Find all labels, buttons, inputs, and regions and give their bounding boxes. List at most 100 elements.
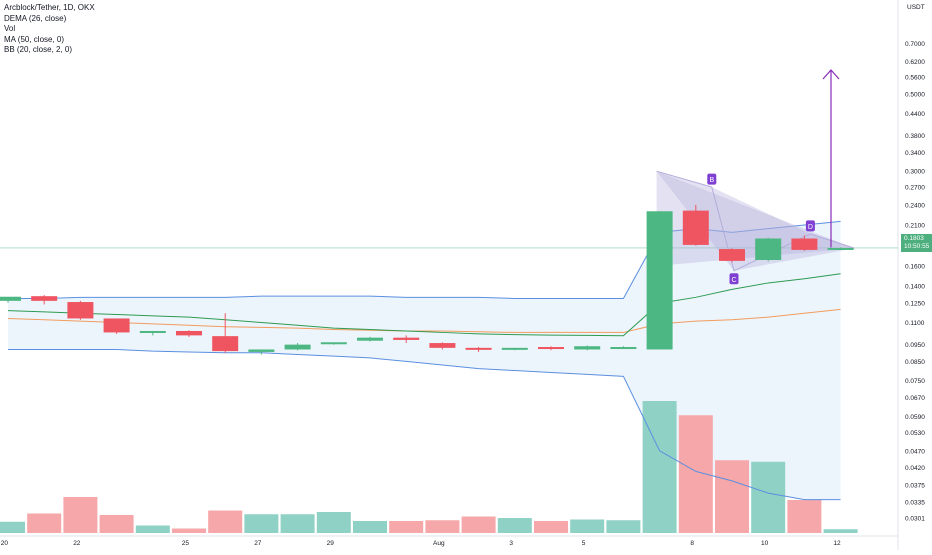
y-tick-label: 0.0530 [905, 430, 925, 437]
legend-dema[interactable]: DEMA (26, close) [4, 13, 67, 23]
last-price: 0.1803 [904, 235, 924, 242]
volume-bar [715, 460, 749, 533]
x-tick-label: Aug [433, 540, 445, 547]
y-tick-label: 0.6200 [905, 59, 925, 66]
candle-body [31, 296, 58, 301]
candle-body [212, 336, 239, 352]
candle-body [755, 238, 782, 260]
candle-body [139, 330, 166, 333]
volume-bar [751, 461, 786, 533]
x-tick-label: 3 [509, 540, 513, 547]
ma-line [7, 273, 841, 337]
candle-body [646, 211, 673, 350]
y-tick-label: 0.3000 [905, 169, 925, 176]
pattern-label-text: D [808, 224, 813, 231]
candle-body [501, 347, 528, 350]
candle-body [610, 347, 637, 350]
y-tick-label: 0.2700 [905, 185, 925, 192]
dema-line [7, 308, 841, 333]
y-tick-label: 0.0420 [905, 465, 925, 472]
volume-bar [787, 500, 822, 533]
pattern-label-text: B [709, 177, 714, 184]
candle-body [176, 330, 202, 336]
candle-body [574, 346, 601, 350]
y-tick-label: 0.0335 [905, 499, 925, 506]
candle-body [67, 302, 94, 319]
pattern-label-badge [729, 273, 739, 285]
y-tick-label: 0.0301 [905, 516, 925, 523]
candle-body [357, 337, 383, 341]
y-tick-label: 0.0670 [905, 395, 925, 402]
x-tick-label: 8 [690, 540, 694, 547]
y-tick-label: 0.1400 [905, 284, 925, 291]
x-tick-label: 22 [73, 540, 81, 547]
candle-body [791, 238, 818, 250]
candle-body [284, 344, 311, 350]
y-tick-label: 0.4400 [905, 111, 925, 118]
y-tick-label: 0.1100 [905, 320, 925, 327]
pattern-label-badge [805, 220, 815, 232]
y-tick-label: 0.2100 [905, 222, 925, 229]
y-tick-label: 0.2400 [905, 202, 925, 209]
candle-body [103, 318, 130, 333]
volume-bar [208, 510, 243, 533]
y-tick-label: 0.3400 [905, 150, 925, 157]
volume-bar [389, 521, 424, 533]
volume-bar [135, 525, 170, 533]
last-price-tag: 0.1803 10:50:55 [901, 234, 932, 252]
volume-bar [425, 520, 460, 533]
candle-body [0, 296, 21, 301]
y-tick-label: 0.0470 [905, 448, 925, 455]
x-tick-label: 20 [1, 540, 9, 547]
y-tick-label: 0.0950 [905, 342, 925, 349]
x-tick-label: 10 [761, 540, 769, 547]
bb-lower-line [8, 348, 841, 501]
candle-body [248, 349, 275, 352]
x-tick-label: 27 [254, 540, 262, 547]
y-tick-label: 0.7000 [905, 41, 925, 48]
legend-vol[interactable]: Vol [4, 24, 16, 33]
volume-bar [99, 515, 134, 533]
volume-bar [172, 528, 206, 533]
chart-legend: Arcblock/Tether, 1D, OKX DEMA (26, close… [4, 3, 95, 56]
candle-body [429, 343, 456, 348]
candle-body [719, 249, 745, 261]
legend-ma[interactable]: MA (50, close, 0) [4, 34, 65, 44]
volume-bar [280, 514, 315, 533]
x-tick-label: 12 [833, 540, 841, 547]
bb-band-fill [8, 221, 841, 500]
y-tick-label: 0.1600 [905, 264, 925, 271]
candle-body [393, 337, 420, 340]
y-tick-label: 0.0750 [905, 378, 925, 385]
legend-symbol[interactable]: Arcblock/Tether, 1D, OKX [4, 3, 95, 12]
volume-bar [606, 520, 641, 533]
price-axis-unit: USDT [907, 4, 925, 11]
x-tick-label: 29 [327, 540, 335, 547]
volume-bar [570, 519, 605, 533]
legend-bb[interactable]: BB (20, close, 2, 0) [4, 45, 73, 54]
volume-bar [0, 521, 25, 533]
candle-body [320, 342, 347, 345]
projection-arrow-head [822, 69, 840, 80]
y-tick-label: 0.1250 [905, 301, 925, 308]
y-tick-label: 0.5600 [905, 75, 925, 82]
x-tick-label: 25 [182, 540, 190, 547]
candle-body [465, 347, 492, 350]
volume-bar [316, 512, 351, 533]
y-tick-label: 0.5000 [905, 92, 925, 99]
candle-body [538, 347, 564, 350]
candle-body [682, 210, 709, 245]
y-tick-label: 0.0590 [905, 414, 925, 421]
volume-bar [497, 518, 532, 533]
volume-bar [823, 529, 858, 533]
volume-bar [461, 516, 496, 533]
volume-bar [642, 401, 677, 533]
y-tick-label: 0.0850 [905, 359, 925, 366]
y-tick-label: 0.3800 [905, 133, 925, 140]
volume-bar [27, 513, 62, 533]
volume-bar [244, 514, 279, 533]
candle-countdown: 10:50:55 [904, 243, 930, 250]
pattern-label-text: C [731, 277, 736, 284]
